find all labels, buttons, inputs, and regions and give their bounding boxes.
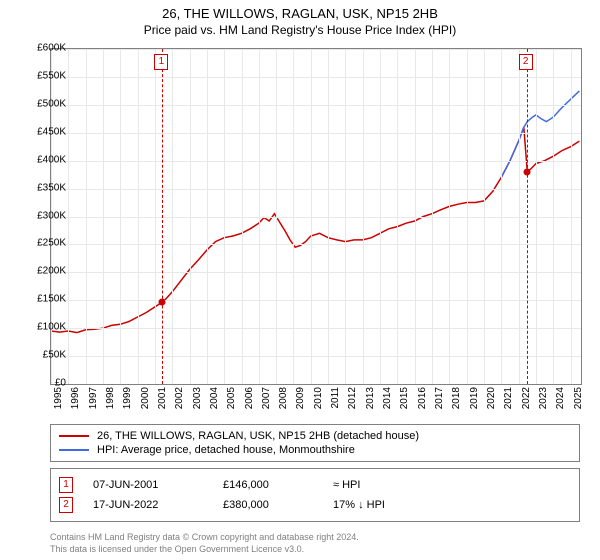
xtick-label: 2016 [417, 387, 428, 409]
xtick-label: 2023 [538, 387, 549, 409]
xtick-label: 2014 [382, 387, 393, 409]
xtick-label: 2011 [330, 387, 341, 409]
xtick-label: 2024 [555, 387, 566, 409]
xtick-label: 2002 [174, 387, 185, 409]
xtick-label: 2008 [278, 387, 289, 409]
xtick-label: 2005 [226, 387, 237, 409]
ytick-label: £550K [37, 70, 66, 81]
transaction-price: £146,000 [223, 479, 333, 491]
legend-series-box: 26, THE WILLOWS, RAGLAN, USK, NP15 2HB (… [50, 424, 580, 462]
xtick-label: 2001 [157, 387, 168, 409]
sale-point [159, 299, 166, 306]
xtick-label: 2004 [209, 387, 220, 409]
xtick-label: 1995 [53, 387, 64, 409]
xtick-label: 2017 [434, 387, 445, 409]
transaction-marker: 1 [59, 477, 73, 493]
legend-swatch [59, 435, 89, 437]
transaction-marker: 2 [59, 497, 73, 513]
xtick-label: 1999 [122, 387, 133, 409]
transaction-date: 07-JUN-2001 [93, 479, 223, 491]
xtick-label: 2007 [261, 387, 272, 409]
plot-area [50, 48, 582, 385]
ytick-label: £400K [37, 154, 66, 165]
xtick-label: 2020 [486, 387, 497, 409]
xtick-label: 2000 [140, 387, 151, 409]
legend-row: 26, THE WILLOWS, RAGLAN, USK, NP15 2HB (… [59, 429, 571, 443]
xtick-label: 2025 [573, 387, 584, 409]
xtick-label: 2022 [521, 387, 532, 409]
ytick-label: £50K [43, 350, 66, 361]
chart-container: 26, THE WILLOWS, RAGLAN, USK, NP15 2HB P… [0, 0, 600, 560]
xtick-label: 2018 [451, 387, 462, 409]
xtick-label: 1997 [88, 387, 99, 409]
footer-line1: Contains HM Land Registry data © Crown c… [50, 532, 359, 544]
ytick-label: £350K [37, 182, 66, 193]
legend: 26, THE WILLOWS, RAGLAN, USK, NP15 2HB (… [50, 424, 580, 522]
transaction-row: 1 07-JUN-2001£146,000≈ HPI [59, 475, 571, 495]
xtick-label: 2003 [192, 387, 203, 409]
ytick-label: £500K [37, 98, 66, 109]
xtick-label: 2021 [503, 387, 514, 409]
ytick-label: £200K [37, 266, 66, 277]
page-title: 26, THE WILLOWS, RAGLAN, USK, NP15 2HB [0, 0, 600, 21]
footer-line2: This data is licensed under the Open Gov… [50, 544, 359, 556]
footer-text: Contains HM Land Registry data © Crown c… [50, 532, 359, 555]
xtick-label: 2006 [244, 387, 255, 409]
transaction-price: £380,000 [223, 499, 333, 511]
xtick-label: 2015 [399, 387, 410, 409]
sale-point [523, 168, 530, 175]
ytick-label: £250K [37, 238, 66, 249]
transaction-pct: ≈ HPI [333, 479, 483, 491]
legend-label: HPI: Average price, detached house, Monm… [97, 444, 355, 456]
transaction-date: 17-JUN-2022 [93, 499, 223, 511]
transaction-pct: 17% ↓ HPI [333, 499, 483, 511]
legend-label: 26, THE WILLOWS, RAGLAN, USK, NP15 2HB (… [97, 430, 419, 442]
legend-row: HPI: Average price, detached house, Monm… [59, 443, 571, 457]
legend-swatch [59, 449, 89, 451]
sale-marker: 2 [519, 54, 533, 70]
xtick-label: 2012 [347, 387, 358, 409]
xtick-label: 1998 [105, 387, 116, 409]
sale-marker: 1 [154, 54, 168, 70]
xtick-label: 2019 [469, 387, 480, 409]
ytick-label: £300K [37, 210, 66, 221]
series-property [51, 127, 579, 332]
ytick-label: £450K [37, 126, 66, 137]
page-subtitle: Price paid vs. HM Land Registry's House … [0, 21, 600, 41]
xtick-label: 2010 [313, 387, 324, 409]
xtick-label: 2009 [295, 387, 306, 409]
transaction-row: 2 17-JUN-2022£380,00017% ↓ HPI [59, 495, 571, 515]
ytick-label: £150K [37, 294, 66, 305]
xtick-label: 2013 [365, 387, 376, 409]
ytick-label: £100K [37, 322, 66, 333]
ytick-label: £600K [37, 43, 66, 54]
xtick-label: 1996 [70, 387, 81, 409]
transactions-table: 1 07-JUN-2001£146,000≈ HPI 2 17-JUN-2022£38… [50, 468, 580, 522]
